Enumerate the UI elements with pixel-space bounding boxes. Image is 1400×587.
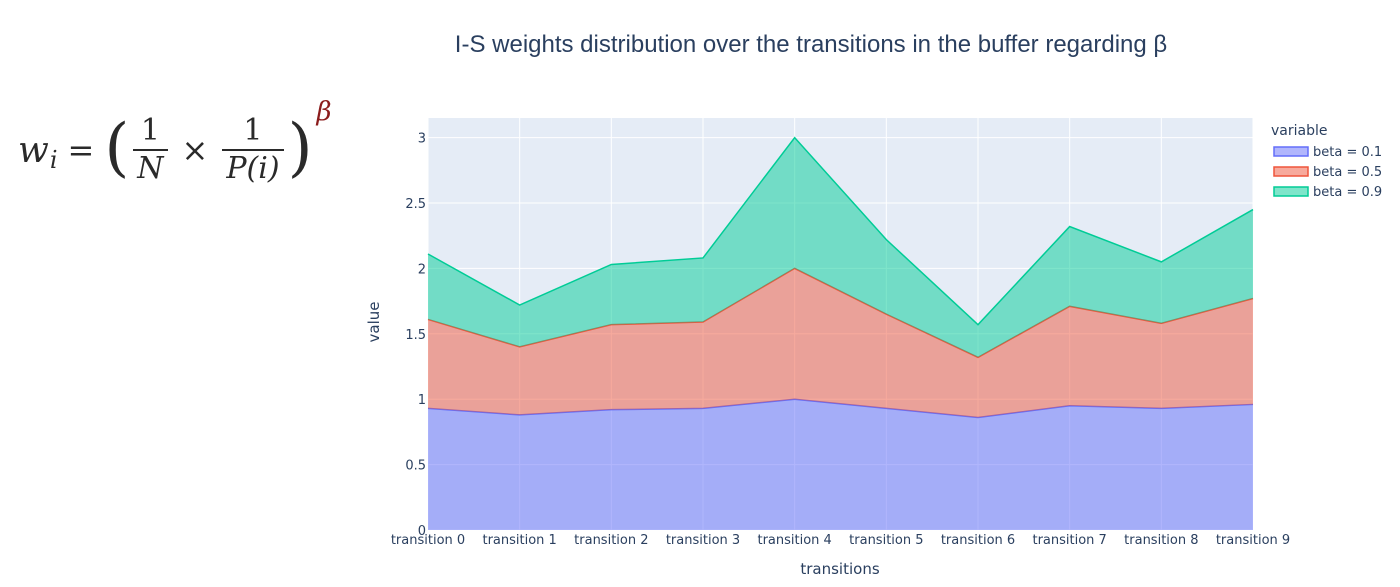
x-tick-labels: transition 0 transition 1 transition 2 tran… (391, 533, 1290, 548)
chart-title: I-S weights distribution over the transi… (455, 31, 1167, 58)
x-tick-label: transition 9 (1216, 533, 1290, 548)
x-tick-label: transition 0 (391, 533, 465, 548)
y-tick-label: 2 (418, 262, 426, 277)
fraction-2-numerator: 1 (243, 113, 263, 148)
formula-left-paren: ( (104, 111, 130, 185)
formula-fraction-1: 1 N (133, 113, 168, 186)
legend-item[interactable]: beta = 0.9 (1273, 185, 1382, 200)
y-tick-label: 1.5 (405, 328, 426, 343)
legend-label: beta = 0.1 (1313, 145, 1382, 160)
legend-item[interactable]: beta = 0.1 (1273, 145, 1382, 160)
x-tick-label: transition 5 (849, 533, 923, 548)
importance-sampling-formula: w i = ( 1 N × 1 P(i) ) β (18, 97, 332, 190)
y-tick-labels: 0 0.5 1 1.5 2 2.5 3 (405, 132, 426, 539)
y-tick-label: 0 (418, 524, 426, 539)
legend-swatch (1273, 186, 1309, 197)
fraction-1-numerator: 1 (140, 113, 160, 148)
y-tick-label: 3 (418, 132, 426, 147)
formula-times: × (181, 131, 209, 169)
formula-right-paren: ) (287, 111, 313, 185)
y-tick-label: 2.5 (405, 197, 426, 212)
x-tick-label: transition 7 (1032, 533, 1106, 548)
area-layer (427, 136, 1254, 530)
area-beta-0-1 (428, 399, 1253, 530)
x-tick-label: transition 6 (941, 533, 1015, 548)
formula-fraction-2: 1 P(i) (222, 113, 284, 186)
fraction-2-bar (222, 149, 284, 151)
formula-weight-var: w (18, 129, 49, 171)
legend-label: beta = 0.5 (1313, 165, 1382, 180)
x-tick-label: transition 2 (574, 533, 648, 548)
legend-swatch (1273, 166, 1309, 177)
formula-weight-subscript: i (49, 146, 58, 174)
formula-exponent: β (316, 97, 332, 127)
legend: variable beta = 0.1 beta = 0.5 beta = 0.9 (1271, 123, 1382, 200)
fraction-1-denominator: N (137, 151, 164, 186)
y-tick-label: 0.5 (405, 459, 426, 474)
x-tick-label: transition 3 (666, 533, 740, 548)
y-axis-title: value (365, 302, 383, 343)
fraction-1-bar (133, 149, 168, 151)
fraction-2-denominator: P(i) (226, 151, 280, 186)
area-beta-0-9 (428, 137, 1253, 358)
legend-swatch (1273, 146, 1309, 157)
formula-equals: = (67, 131, 95, 169)
x-tick-label: transition 1 (482, 533, 556, 548)
y-tick-label: 1 (418, 393, 426, 408)
line-beta-0-9 (427, 136, 1254, 326)
x-axis-title: transitions (800, 560, 879, 578)
legend-item[interactable]: beta = 0.5 (1273, 165, 1382, 180)
area-beta-0-5 (428, 268, 1253, 418)
legend-label: beta = 0.9 (1313, 185, 1382, 200)
legend-title: variable (1271, 123, 1327, 139)
x-tick-label: transition 8 (1124, 533, 1198, 548)
x-tick-label: transition 4 (757, 533, 831, 548)
